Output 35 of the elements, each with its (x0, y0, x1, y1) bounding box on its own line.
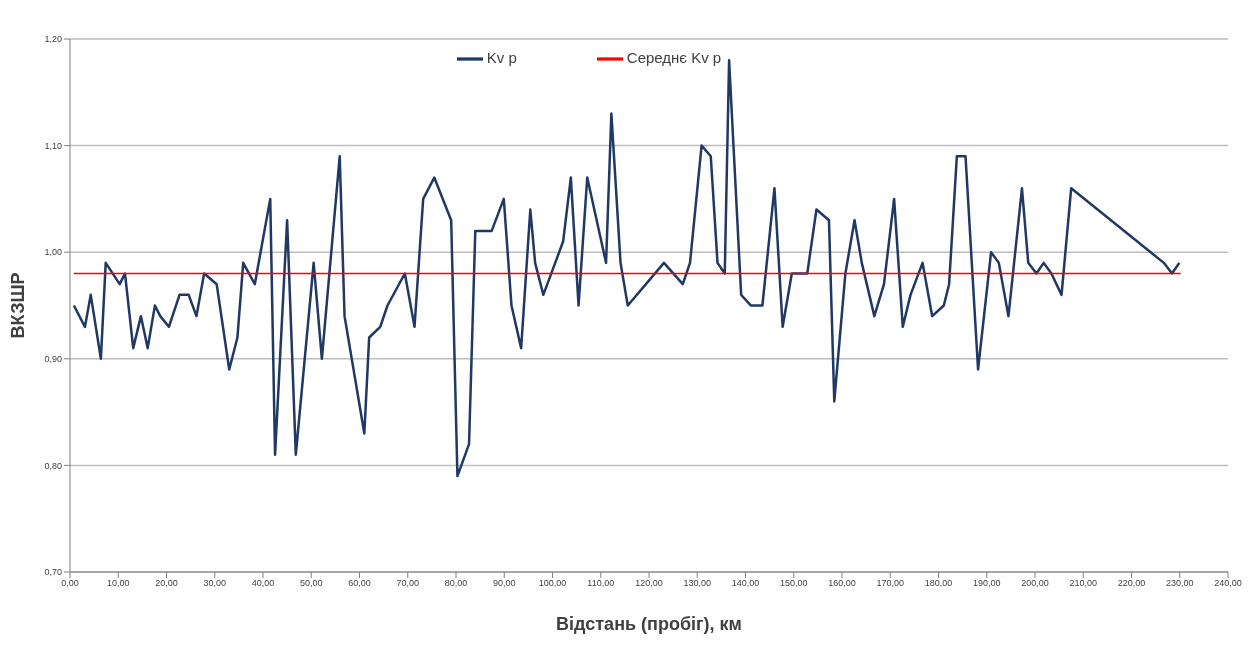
y-tick-label: 0,80 (44, 460, 62, 471)
x-tick-label: 190,00 (972, 578, 1001, 589)
x-tick-label: 120,00 (635, 578, 663, 589)
y-tick-label: 1,00 (44, 247, 62, 258)
x-tick-label: 230,00 (1165, 578, 1194, 589)
x-tick-label: 50,00 (299, 578, 323, 589)
y-tick-label: 0,70 (44, 567, 62, 578)
x-axis-title: Відстань (пробіг), км (556, 614, 742, 634)
x-tick-label: 140,00 (731, 578, 760, 589)
x-tick-label: 90,00 (492, 578, 516, 589)
legend-label: Середнє Kv p (626, 48, 722, 66)
y-tick-label: 0,90 (44, 353, 62, 364)
x-tick-label: 180,00 (924, 578, 953, 589)
x-tick-label: 110,00 (587, 578, 615, 589)
x-tick-label: 160,00 (828, 578, 856, 589)
y-tick-label: 1,10 (44, 140, 62, 151)
y-tick-label: 1,20 (44, 34, 62, 45)
legend-label: Kv p (486, 48, 517, 66)
x-tick-label: 240,00 (1214, 578, 1242, 589)
x-tick-label: 130,00 (683, 578, 712, 589)
x-tick-label: 30,00 (203, 578, 227, 589)
x-tick-label: 40,00 (251, 578, 275, 589)
y-axis-title: ВКЗШР (8, 272, 29, 339)
x-tick-label: 150,00 (779, 578, 808, 589)
x-tick-label: 210,00 (1069, 578, 1098, 589)
x-tick-label: 100,00 (538, 578, 567, 589)
x-tick-label: 10,00 (106, 578, 130, 589)
x-tick-label: 70,00 (396, 578, 420, 589)
x-tick-label: 60,00 (348, 578, 371, 589)
x-tick-label: 20,00 (155, 578, 178, 589)
x-tick-label: 170,00 (876, 578, 905, 589)
x-tick-label: 200,00 (1021, 578, 1049, 589)
x-tick-label: 80,00 (444, 578, 468, 589)
x-tick-label: 0,00 (61, 578, 79, 589)
x-tick-label: 220,00 (1117, 578, 1146, 589)
